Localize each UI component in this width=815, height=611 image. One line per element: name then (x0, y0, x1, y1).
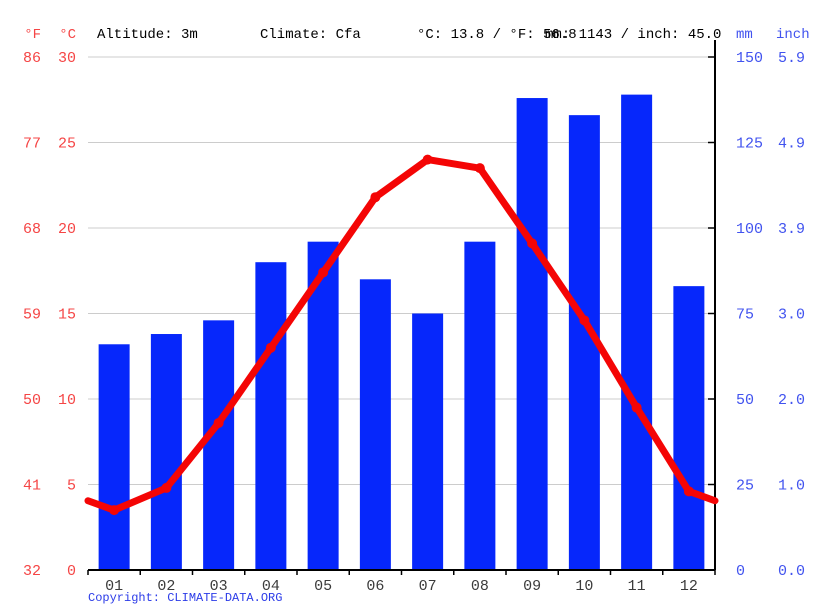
inch-axis-tick-label: 0.0 (778, 563, 805, 580)
f-axis-tick-label: 50 (23, 392, 41, 409)
climate-type-label: Climate: Cfa (260, 27, 361, 43)
mm-axis-tick-label: 150 (736, 50, 763, 67)
temp-point-12 (683, 486, 694, 497)
month-label: 11 (628, 578, 646, 595)
mm-axis-tick-label: 75 (736, 307, 754, 324)
month-label: 06 (366, 578, 384, 595)
temp-point-06 (370, 192, 381, 203)
c-axis-tick-label: 30 (58, 50, 76, 67)
precip-bar-12 (673, 286, 705, 570)
inch-unit-label: inch (776, 27, 810, 43)
temp-point-09 (527, 238, 538, 249)
temp-point-07 (422, 154, 433, 165)
month-label: 09 (523, 578, 541, 595)
inch-axis-tick-label: 1.0 (778, 478, 805, 495)
precip-bar-11 (621, 94, 653, 571)
month-label: 04 (262, 578, 280, 595)
c-axis-tick-label: 5 (67, 478, 76, 495)
precip-bar-04 (255, 262, 287, 570)
temp-point-08 (474, 163, 485, 174)
f-axis-tick-label: 41 (23, 478, 41, 495)
precip-bar-05 (307, 241, 339, 570)
precipitation-summary: mm: 1143 / inch: 45.0 (545, 27, 722, 43)
month-label: 01 (105, 578, 123, 595)
copyright-label: Copyright: (88, 591, 168, 605)
inch-axis-tick-label: 3.0 (778, 307, 805, 324)
month-label: 08 (471, 578, 489, 595)
month-label: 12 (680, 578, 698, 595)
temp-point-11 (631, 402, 642, 413)
temp-point-03 (213, 417, 224, 428)
temp-line (84, 156, 719, 514)
mm-axis-tick-label: 0 (736, 563, 745, 580)
mm-axis-tick-label: 50 (736, 392, 754, 409)
month-label: 03 (210, 578, 228, 595)
f-axis-tick-label: 86 (23, 50, 41, 67)
inch-axis-tick-label: 2.0 (778, 392, 805, 409)
mm-unit-label: mm (736, 27, 753, 43)
month-label: 02 (157, 578, 175, 595)
temperature-summary: °C: 13.8 / °F: 56.8 (417, 27, 577, 43)
temp-point-01 (109, 505, 120, 516)
inch-axis-tick-label: 4.9 (778, 136, 805, 153)
mm-axis-tick-label: 100 (736, 221, 763, 238)
temp-point-10 (579, 315, 590, 326)
inch-axis-tick-label: 5.9 (778, 50, 805, 67)
f-axis-tick-label: 59 (23, 307, 41, 324)
precip-bar-08 (464, 241, 496, 570)
precip-bar-07 (412, 313, 444, 570)
celsius-unit-label: °C (59, 27, 76, 43)
month-label: 10 (575, 578, 593, 595)
inch-axis-tick-label: 3.9 (778, 221, 805, 238)
c-axis-tick-label: 0 (67, 563, 76, 580)
c-axis-tick-label: 15 (58, 307, 76, 324)
f-axis-tick-label: 32 (23, 563, 41, 580)
f-axis-tick-label: 77 (23, 136, 41, 153)
mm-axis-tick-label: 125 (736, 136, 763, 153)
month-label: 07 (419, 578, 437, 595)
precip-bar-06 (359, 279, 391, 570)
c-axis-tick-label: 25 (58, 136, 76, 153)
precip-bar-03 (203, 320, 235, 570)
f-axis-tick-label: 68 (23, 221, 41, 238)
temp-point-05 (318, 267, 329, 278)
precip-bar-01 (98, 344, 130, 570)
temp-point-04 (265, 342, 276, 353)
fahrenheit-unit-label: °F (24, 27, 41, 43)
altitude-label: Altitude: 3m (97, 27, 198, 43)
precip-bar-02 (150, 334, 182, 570)
c-axis-tick-label: 10 (58, 392, 76, 409)
month-label: 05 (314, 578, 332, 595)
copyright-line: Copyright: CLIMATE-DATA.ORG (88, 591, 282, 605)
mm-axis-tick-label: 25 (736, 478, 754, 495)
climate-data-link[interactable]: CLIMATE-DATA.ORG (167, 591, 283, 605)
temp-point-02 (161, 482, 172, 493)
precip-bar-09 (516, 98, 548, 570)
c-axis-tick-label: 20 (58, 221, 76, 238)
